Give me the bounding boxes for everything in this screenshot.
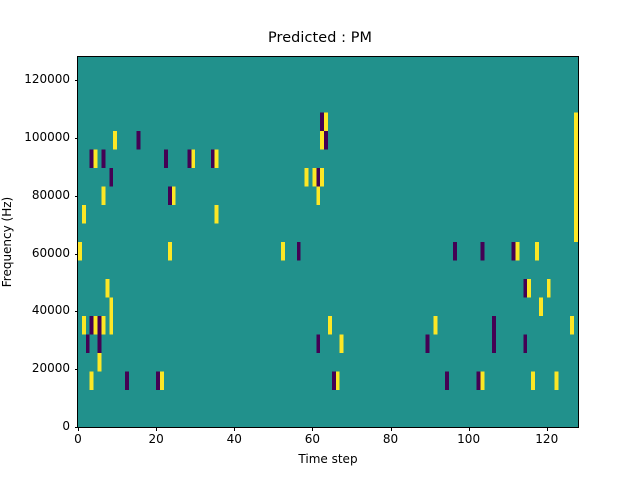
x-tick-mark xyxy=(468,427,470,431)
heatmap-axes xyxy=(77,56,579,428)
heatmap-image xyxy=(78,57,578,427)
y-axis-label: Frequency (Hz) xyxy=(0,196,14,288)
y-tick-mark xyxy=(74,80,78,82)
x-tick-label: 0 xyxy=(74,432,82,446)
x-tick-mark xyxy=(156,427,158,431)
y-tick-label: 120000 xyxy=(24,72,70,87)
y-tick-label: 0 xyxy=(62,419,70,433)
y-tick-mark xyxy=(74,427,78,428)
x-tick-mark xyxy=(390,427,392,431)
x-tick-label: 60 xyxy=(304,432,321,446)
y-tick-label: 20000 xyxy=(31,361,70,376)
y-tick-mark xyxy=(74,369,78,371)
x-tick-label: 20 xyxy=(148,432,164,446)
x-tick-label: 120 xyxy=(535,432,559,446)
x-tick-mark xyxy=(312,427,314,431)
y-tick-label: 40000 xyxy=(31,303,70,318)
x-tick-mark xyxy=(78,427,79,431)
y-tick-mark xyxy=(74,253,78,255)
x-tick-mark xyxy=(234,427,236,431)
y-tick-mark xyxy=(74,195,78,197)
y-tick-mark xyxy=(74,311,78,313)
x-axis-label: Time step xyxy=(298,452,358,466)
x-tick-label: 100 xyxy=(457,432,481,446)
y-tick-label: 100000 xyxy=(24,129,70,144)
y-tick-mark xyxy=(74,137,78,139)
y-tick-label: 80000 xyxy=(31,187,70,202)
x-tick-label: 40 xyxy=(226,432,242,446)
x-tick-label: 80 xyxy=(382,432,399,446)
x-tick-mark xyxy=(546,427,548,431)
y-tick-label: 60000 xyxy=(31,245,70,260)
page-title: Predicted : PM xyxy=(267,30,373,46)
